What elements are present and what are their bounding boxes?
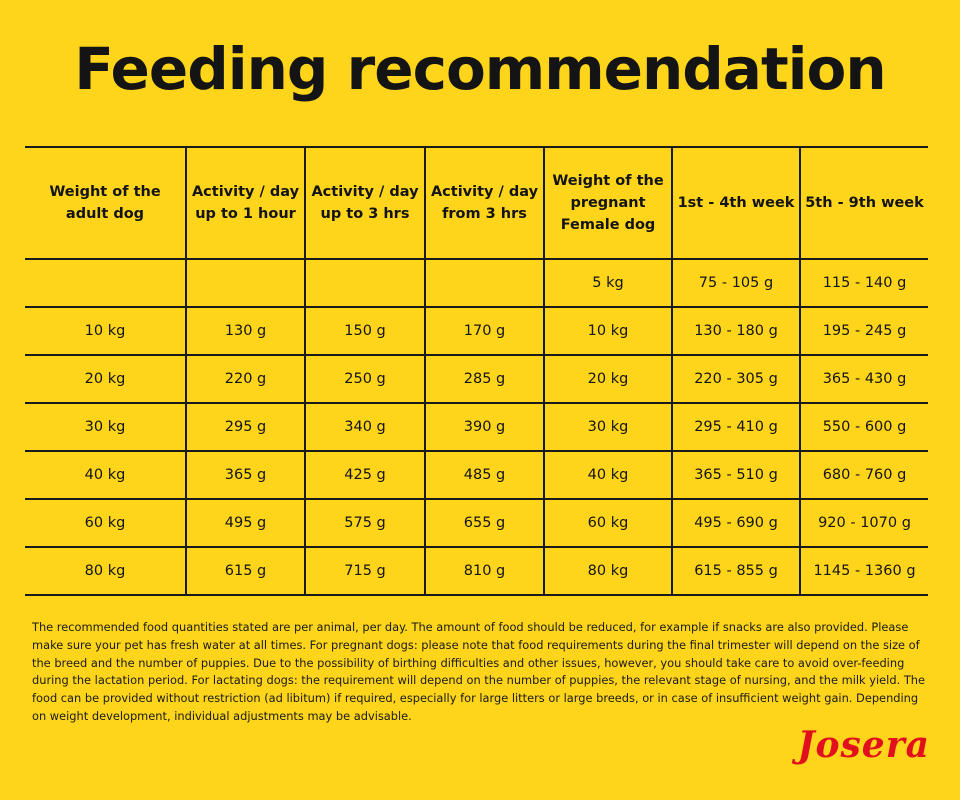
table-cell: 5 kg — [543, 258, 673, 308]
table-cell: 365 g — [185, 450, 306, 500]
table-cell: 655 g — [424, 498, 545, 548]
josera-logo: Josera — [797, 724, 930, 766]
table-cell: 250 g — [304, 354, 426, 404]
table-cell — [424, 258, 545, 308]
page-title: Feeding recommendation — [74, 35, 886, 103]
footer-note: The recommended food quantities stated a… — [32, 620, 926, 723]
table-row: 20 kg 220 g 250 g 285 g 20 kg 220 - 305 … — [25, 354, 928, 404]
column-header-pregnant-weight: Weight of the pregnant Female dog — [543, 146, 673, 260]
table-row: 30 kg 295 g 340 g 390 g 30 kg 295 - 410 … — [25, 402, 928, 452]
table-cell: 30 kg — [25, 402, 187, 452]
table-cell: 485 g — [424, 450, 545, 500]
table-cell: 20 kg — [25, 354, 187, 404]
table-cell: 30 kg — [543, 402, 673, 452]
table-cell — [185, 258, 306, 308]
table-row: 80 kg 615 g 715 g 810 g 80 kg 615 - 855 … — [25, 546, 928, 596]
table-cell: 130 g — [185, 306, 306, 356]
table-cell: 365 - 430 g — [799, 354, 928, 404]
table-cell: 75 - 105 g — [671, 258, 801, 308]
table-cell: 295 g — [185, 402, 306, 452]
table-cell — [25, 258, 187, 308]
table-cell: 220 g — [185, 354, 306, 404]
table-cell: 10 kg — [25, 306, 187, 356]
column-header-week-1-4: 1st - 4th week — [671, 146, 801, 260]
table-cell: 920 - 1070 g — [799, 498, 928, 548]
table-cell — [304, 258, 426, 308]
column-header-activity-1h: Activity / day up to 1 hour — [185, 146, 306, 260]
table-cell: 390 g — [424, 402, 545, 452]
table-cell: 810 g — [424, 546, 545, 596]
table-cell: 295 - 410 g — [671, 402, 801, 452]
column-header-week-5-9: 5th - 9th week — [799, 146, 928, 260]
table-cell: 1145 - 1360 g — [799, 546, 928, 596]
table-cell: 615 g — [185, 546, 306, 596]
table-cell: 60 kg — [25, 498, 187, 548]
table-row: 40 kg 365 g 425 g 485 g 40 kg 365 - 510 … — [25, 450, 928, 500]
column-header-adult-weight: Weight of the adult dog — [25, 146, 187, 260]
table-cell: 80 kg — [543, 546, 673, 596]
table-cell: 170 g — [424, 306, 545, 356]
table-cell: 365 - 510 g — [671, 450, 801, 500]
table-cell: 40 kg — [25, 450, 187, 500]
table-cell: 575 g — [304, 498, 426, 548]
table-cell: 220 - 305 g — [671, 354, 801, 404]
table-cell: 60 kg — [543, 498, 673, 548]
table-cell: 495 - 690 g — [671, 498, 801, 548]
table-cell: 550 - 600 g — [799, 402, 928, 452]
table-cell: 615 - 855 g — [671, 546, 801, 596]
table-cell: 40 kg — [543, 450, 673, 500]
table-header-row: Weight of the adult dog Activity / day u… — [25, 146, 928, 260]
table-cell: 20 kg — [543, 354, 673, 404]
table-row: 5 kg 75 - 105 g 115 - 140 g — [25, 258, 928, 308]
feeding-table: Weight of the adult dog Activity / day u… — [25, 146, 928, 596]
table-cell: 425 g — [304, 450, 426, 500]
column-header-activity-over-3h: Activity / day from 3 hrs — [424, 146, 545, 260]
table-cell: 285 g — [424, 354, 545, 404]
table-cell: 195 - 245 g — [799, 306, 928, 356]
table-cell: 680 - 760 g — [799, 450, 928, 500]
table-row: 60 kg 495 g 575 g 655 g 60 kg 495 - 690 … — [25, 498, 928, 548]
table-row: 10 kg 130 g 150 g 170 g 10 kg 130 - 180 … — [25, 306, 928, 356]
table-cell: 10 kg — [543, 306, 673, 356]
table-cell: 150 g — [304, 306, 426, 356]
table-cell: 495 g — [185, 498, 306, 548]
table-cell: 130 - 180 g — [671, 306, 801, 356]
table-cell: 715 g — [304, 546, 426, 596]
table-cell: 115 - 140 g — [799, 258, 928, 308]
table-cell: 80 kg — [25, 546, 187, 596]
column-header-activity-3h: Activity / day up to 3 hrs — [304, 146, 426, 260]
table-cell: 340 g — [304, 402, 426, 452]
